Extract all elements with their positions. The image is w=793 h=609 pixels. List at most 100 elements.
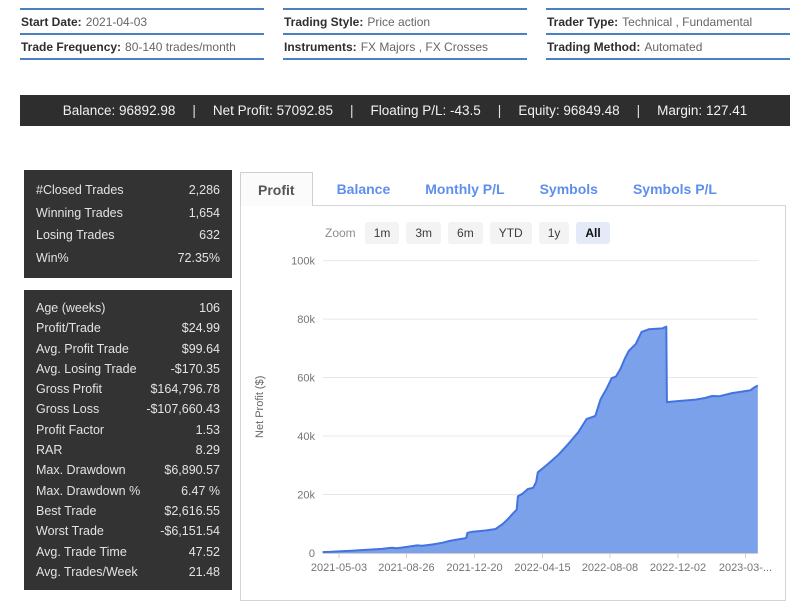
stat-row: #Closed Trades2,286 bbox=[36, 179, 220, 202]
stat-label: Gross Loss bbox=[36, 399, 99, 419]
info-label: Trader Type: bbox=[547, 15, 618, 29]
tab-balance[interactable]: Balance bbox=[322, 172, 406, 206]
stat-label: Profit Factor bbox=[36, 420, 104, 440]
y-axis-tick-label: 40k bbox=[297, 431, 315, 443]
chart-tabbar: Profit BalanceMonthly P/LSymbolsSymbols P… bbox=[240, 172, 786, 206]
stat-row: Best Trade $2,616.55 bbox=[36, 501, 220, 521]
summary-item: Net Profit: 57092.85 bbox=[213, 103, 333, 118]
x-axis-tick-label: 2021-08-26 bbox=[378, 562, 434, 574]
stat-row: Winning Trades 1,654 bbox=[36, 202, 220, 225]
info-value: 2021-04-03 bbox=[86, 15, 147, 29]
x-axis-tick-label: 2023-03-... bbox=[719, 562, 772, 574]
info-value: 80-140 trades/month bbox=[125, 40, 236, 54]
y-axis-tick-label: 60k bbox=[297, 373, 315, 385]
summary-item: Balance: 96892.98 bbox=[63, 103, 176, 118]
stat-label: Win% bbox=[36, 247, 69, 270]
stat-label: Profit/Trade bbox=[36, 318, 101, 338]
stat-value: 106 bbox=[199, 298, 220, 318]
summary-separator: | bbox=[498, 103, 502, 118]
chart-panel: Zoom 1m3m6mYTD1yAll 020k40k60k80k100k202… bbox=[240, 206, 786, 601]
zoom-button-6m[interactable]: 6m bbox=[448, 222, 483, 244]
info-value: Automated bbox=[644, 40, 702, 54]
tab-symbols-p-l[interactable]: Symbols P/L bbox=[618, 172, 732, 206]
summary-separator: | bbox=[350, 103, 354, 118]
stat-label: Avg. Trades/Week bbox=[36, 562, 138, 582]
chart-zoom-controls: Zoom 1m 3m 6m YTD 1y All bbox=[325, 222, 610, 244]
y-axis-tick-label: 80k bbox=[297, 314, 315, 326]
stat-value: $2,616.55 bbox=[164, 501, 220, 521]
summary-item: Margin: 127.41 bbox=[657, 103, 747, 118]
stat-value: 1.53 bbox=[196, 420, 220, 440]
info-label: Trading Style: bbox=[284, 15, 363, 29]
account-summary-bar: Balance: 96892.98 | Net Profit: 57092.85 | F… bbox=[20, 95, 790, 126]
y-axis-title: Net Profit ($) bbox=[254, 376, 266, 438]
zoom-button-3m[interactable]: 3m bbox=[406, 222, 441, 244]
stat-label: Max. Drawdown bbox=[36, 460, 126, 480]
tab-profit[interactable]: Profit bbox=[240, 172, 313, 206]
stat-value: 47.52 bbox=[189, 542, 220, 562]
y-axis-tick-label: 100k bbox=[291, 256, 315, 268]
zoom-button-ytd[interactable]: YTD bbox=[490, 222, 532, 244]
stat-row: Avg. Trades/Week 21.48 bbox=[36, 562, 220, 582]
stat-value: 2,286 bbox=[189, 179, 220, 202]
stat-label: Worst Trade bbox=[36, 521, 104, 541]
stat-row: RAR8.29 bbox=[36, 440, 220, 460]
stat-value: -$170.35 bbox=[171, 359, 220, 379]
stat-value: -$107,660.43 bbox=[146, 399, 220, 419]
summary-separator: | bbox=[192, 103, 196, 118]
zoom-button-1y[interactable]: 1y bbox=[539, 222, 570, 244]
stat-row: Avg. Losing Trade -$170.35 bbox=[36, 359, 220, 379]
stat-row: Losing Trades 632 bbox=[36, 224, 220, 247]
x-axis-tick-label: 2021-12-20 bbox=[446, 562, 502, 574]
stat-row: Age (weeks) 106 bbox=[36, 298, 220, 318]
stat-row: Gross Profit$164,796.78 bbox=[36, 379, 220, 399]
stat-value: 21.48 bbox=[189, 562, 220, 582]
stat-label: Losing Trades bbox=[36, 224, 115, 247]
stat-value: 72.35% bbox=[178, 247, 220, 270]
zoom-button-1m[interactable]: 1m bbox=[365, 222, 400, 244]
stat-label: Avg. Losing Trade bbox=[36, 359, 137, 379]
tab-monthly-p-l[interactable]: Monthly P/L bbox=[410, 172, 519, 206]
stat-value: $24.99 bbox=[182, 318, 220, 338]
y-axis-tick-label: 20k bbox=[297, 490, 315, 502]
performance-stats-panel: Age (weeks)106Profit/Trade$24.99Avg. Pro… bbox=[24, 290, 232, 590]
zoom-button-all[interactable]: All bbox=[576, 222, 609, 244]
stat-row: Avg. Trade Time47.52 bbox=[36, 542, 220, 562]
stat-label: Avg. Profit Trade bbox=[36, 339, 129, 359]
summary-separator: | bbox=[637, 103, 641, 118]
chart-card: Profit BalanceMonthly P/LSymbolsSymbols P… bbox=[240, 172, 786, 602]
stat-label: Winning Trades bbox=[36, 202, 123, 225]
x-axis-tick-label: 2021-05-03 bbox=[311, 562, 367, 574]
stat-value: 632 bbox=[199, 224, 220, 247]
info-cell: Instruments: FX Majors , FX Crosses bbox=[283, 33, 527, 60]
tab-symbols[interactable]: Symbols bbox=[525, 172, 613, 206]
info-value: Price action bbox=[367, 15, 430, 29]
stat-row: Avg. Profit Trade $99.64 bbox=[36, 339, 220, 359]
zoom-label: Zoom bbox=[325, 226, 356, 240]
info-value: FX Majors , FX Crosses bbox=[361, 40, 488, 54]
info-cell: Trade Frequency: 80-140 trades/month bbox=[20, 33, 264, 60]
info-label: Instruments: bbox=[284, 40, 357, 54]
info-label: Start Date: bbox=[21, 15, 82, 29]
stat-row: Profit Factor 1.53 bbox=[36, 420, 220, 440]
account-info-grid: Start Date: 2021-04-03 Trading Style: Price… bbox=[20, 8, 790, 60]
stat-row: Worst Trade -$6,151.54 bbox=[36, 521, 220, 541]
stat-label: Age (weeks) bbox=[36, 298, 105, 318]
stat-value: 1,654 bbox=[189, 202, 220, 225]
summary-item: Floating P/L: -43.5 bbox=[370, 103, 480, 118]
stat-value: $164,796.78 bbox=[150, 379, 220, 399]
stat-value: 6.47 % bbox=[181, 481, 220, 501]
net-profit-area-chart[interactable]: 020k40k60k80k100k2021-05-032021-08-26202… bbox=[241, 246, 787, 598]
x-axis-tick-label: 2022-08-08 bbox=[582, 562, 638, 574]
summary-item: Equity: 96849.48 bbox=[518, 103, 619, 118]
info-label: Trade Frequency: bbox=[21, 40, 121, 54]
stat-value: -$6,151.54 bbox=[160, 521, 220, 541]
stat-label: Max. Drawdown % bbox=[36, 481, 140, 501]
stat-label: RAR bbox=[36, 440, 62, 460]
stat-row: Profit/Trade $24.99 bbox=[36, 318, 220, 338]
stat-value: $99.64 bbox=[182, 339, 220, 359]
info-cell: Start Date: 2021-04-03 bbox=[20, 8, 264, 33]
stat-label: Best Trade bbox=[36, 501, 96, 521]
x-axis-tick-label: 2022-12-02 bbox=[650, 562, 706, 574]
info-cell: Trading Method:Automated bbox=[546, 33, 790, 60]
